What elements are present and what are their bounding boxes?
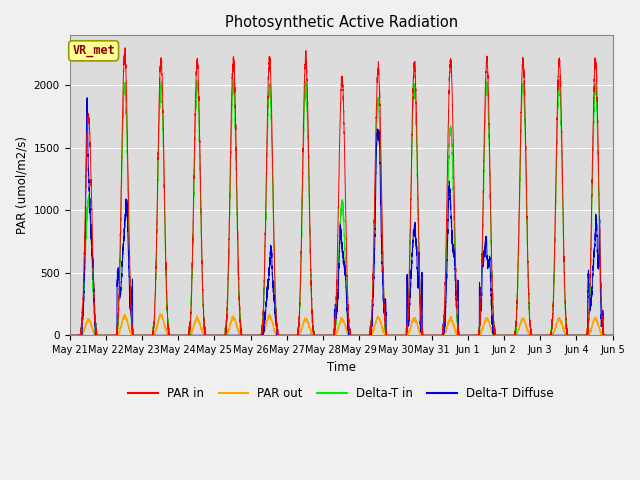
Text: VR_met: VR_met (72, 44, 115, 57)
Title: Photosynthetic Active Radiation: Photosynthetic Active Radiation (225, 15, 458, 30)
Y-axis label: PAR (umol/m2/s): PAR (umol/m2/s) (15, 136, 28, 234)
X-axis label: Time: Time (326, 360, 356, 373)
Legend: PAR in, PAR out, Delta-T in, Delta-T Diffuse: PAR in, PAR out, Delta-T in, Delta-T Dif… (124, 382, 559, 404)
